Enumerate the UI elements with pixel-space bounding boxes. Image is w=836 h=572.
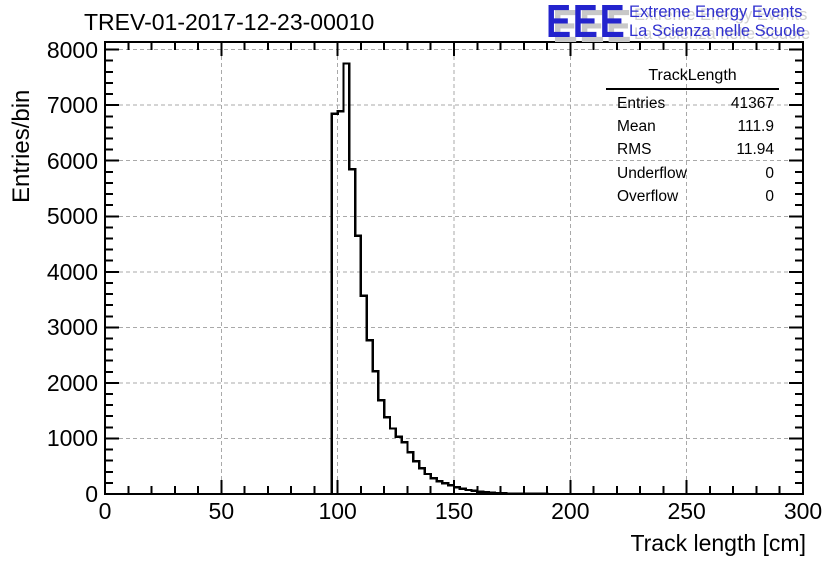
stat-label: Underflow — [617, 164, 687, 182]
y-tick-label: 5000 — [46, 203, 98, 230]
eee-logo-line2: La Scienza nelle Scuole — [629, 22, 806, 40]
y-tick-label: 7000 — [46, 92, 98, 119]
stat-label: Overflow — [617, 187, 679, 205]
y-tick-label: 4000 — [46, 258, 98, 285]
stat-value: 41367 — [730, 95, 774, 112]
x-tick-label: 200 — [551, 498, 590, 524]
stats-box-rows: Entries 41367 Mean 111.9 RMS 11.94 Underflow 0 O… — [606, 90, 779, 208]
stat-value: 0 — [765, 187, 774, 205]
eee-logo-text: Extreme Energy Events La Scienza nelle S… — [629, 3, 805, 41]
axis-ticks — [104, 42, 804, 495]
histogram-line — [105, 62, 803, 496]
x-tick-label: 150 — [434, 498, 474, 524]
x-tick-label: 250 — [667, 498, 706, 524]
y-tick-label: 0 — [85, 481, 98, 507]
x-tick-label: 300 — [783, 498, 823, 524]
stat-value: 11.94 — [736, 141, 774, 159]
x-tick-label: 50 — [208, 498, 235, 524]
stat-label: Entries — [617, 95, 666, 112]
x-tick-label: 100 — [318, 498, 357, 524]
y-tick-label: 2000 — [46, 369, 98, 396]
y-tick-label: 8000 — [46, 36, 98, 63]
stat-value: 0 — [765, 164, 774, 182]
y-tick-label: 1000 — [46, 425, 98, 452]
x-tick-label: 0 — [98, 498, 112, 524]
stat-row: Overflow 0 — [606, 185, 779, 208]
stats-box-title: TrackLength — [606, 66, 779, 90]
stat-row: Underflow 0 — [606, 162, 779, 185]
eee-logo: EEE — [546, 0, 627, 47]
stat-row: Entries 41367 — [606, 92, 779, 115]
x-axis-title: Track length [cm] — [630, 530, 806, 556]
stat-label: RMS — [617, 141, 652, 159]
page-title: TREV-01-2017-12-23-00010 — [84, 9, 375, 35]
eee-logo-line1: Extreme Energy Events — [629, 3, 803, 21]
stat-row: RMS 11.94 — [606, 138, 779, 161]
stat-label: Mean — [617, 118, 656, 136]
y-tick-label: 3000 — [46, 314, 98, 341]
stat-value: 111.9 — [737, 118, 775, 136]
y-tick-label: 6000 — [46, 147, 98, 174]
stat-row: Mean 111.9 — [606, 115, 779, 138]
stats-box: TrackLength Entries 41367 Mean 111.9 RMS 11.9… — [606, 66, 779, 208]
